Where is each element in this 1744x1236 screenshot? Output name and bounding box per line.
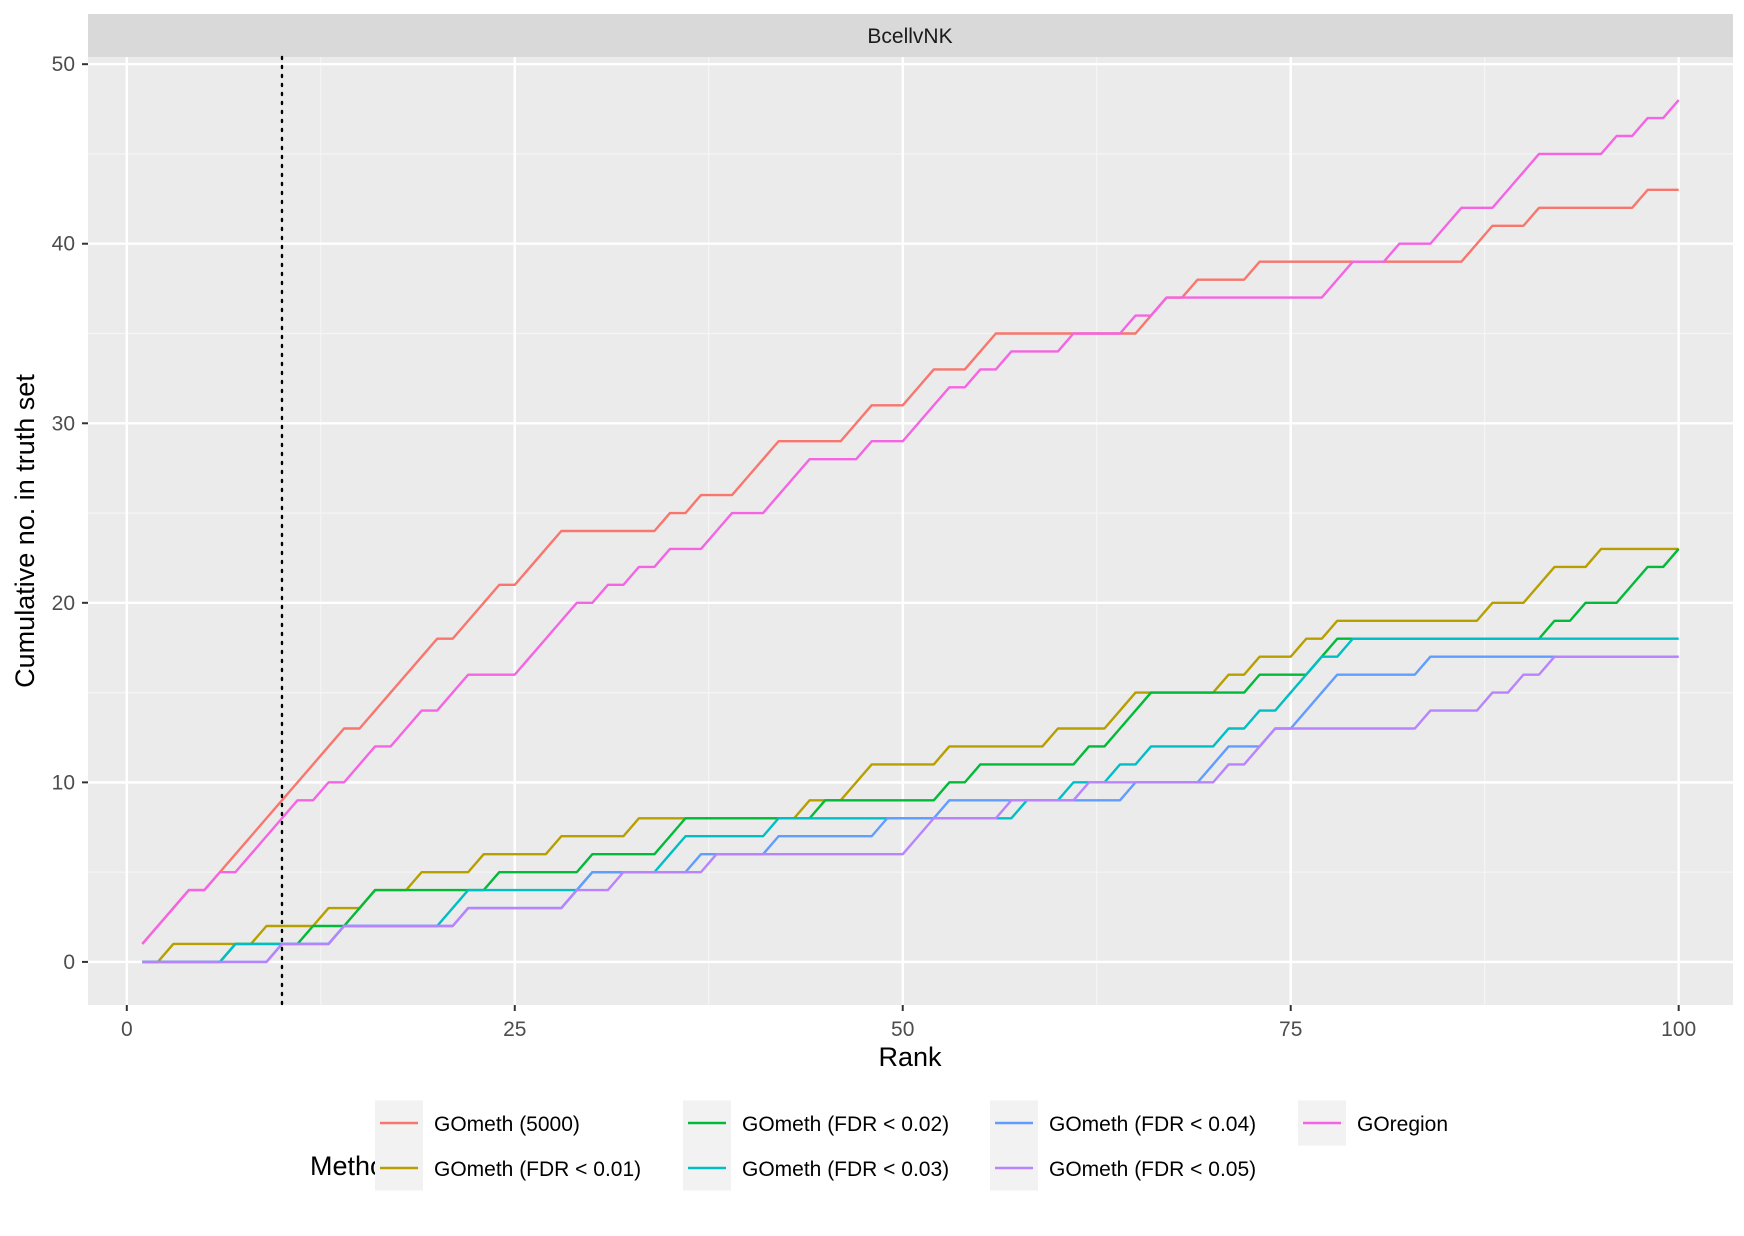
legend-label: GOmeth (FDR < 0.05) [1049, 1158, 1256, 1181]
facet-strip [88, 14, 1733, 57]
legend-label: GOmeth (FDR < 0.03) [742, 1158, 949, 1181]
legend-label: GOregion [1357, 1113, 1448, 1136]
y-tick-label: 50 [52, 53, 75, 76]
y-axis-title: Cumulative no. in truth set [10, 374, 40, 688]
legend-label: GOmeth (5000) [434, 1113, 580, 1136]
facet-label: BcellvNK [867, 25, 952, 48]
y-tick-label: 10 [52, 771, 75, 794]
x-axis: 0 25 50 75 100 [121, 1005, 1696, 1041]
legend-label: GOmeth (FDR < 0.01) [434, 1158, 641, 1181]
legend: Method GOmeth (5000)GOmeth (FDR < 0.01)G… [310, 1100, 1448, 1191]
x-tick-label: 100 [1661, 1018, 1696, 1041]
x-axis-title: Rank [878, 1042, 942, 1072]
plot-panel [88, 57, 1733, 1005]
grid-major [88, 57, 1733, 1005]
y-tick-label: 40 [52, 233, 75, 256]
y-axis: 0 10 20 30 40 50 [52, 53, 88, 974]
legend-label: GOmeth (FDR < 0.02) [742, 1113, 949, 1136]
y-tick-label: 0 [63, 951, 75, 974]
series-line-7 [141, 99, 1680, 945]
series-lines [141, 99, 1680, 964]
grid-minor [88, 57, 1733, 1005]
x-tick-label: 25 [503, 1018, 526, 1041]
legend-label: GOmeth (FDR < 0.04) [1049, 1113, 1256, 1136]
series-line-1 [141, 188, 1679, 945]
y-tick-label: 20 [52, 592, 75, 615]
x-tick-label: 50 [891, 1018, 914, 1041]
x-tick-label: 0 [121, 1018, 133, 1041]
series-line-6 [142, 655, 1679, 964]
y-tick-label: 30 [52, 412, 75, 435]
x-tick-label: 75 [1279, 1018, 1302, 1041]
